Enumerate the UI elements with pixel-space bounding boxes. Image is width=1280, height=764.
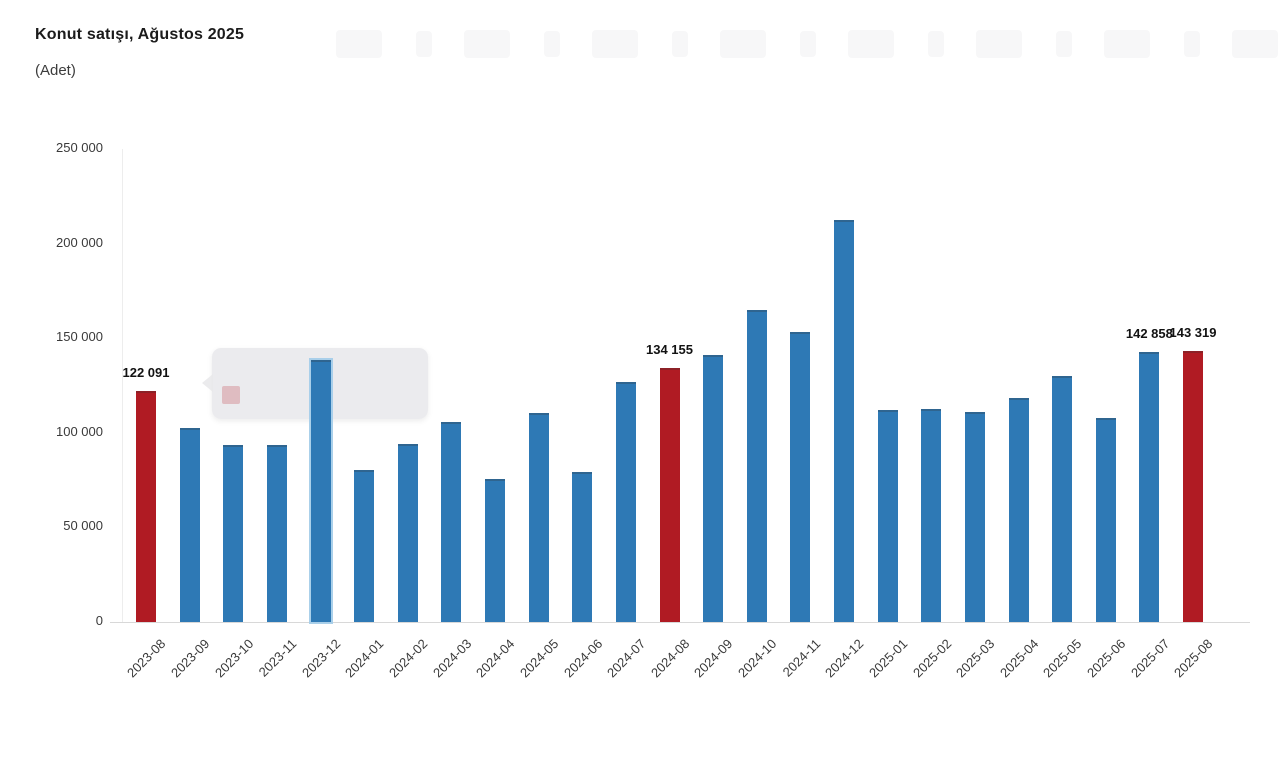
y-axis-tick-label: 150 000 [56, 329, 103, 345]
bar-2024-11[interactable] [790, 332, 811, 622]
bar-value-label: 143 319 [1169, 324, 1217, 340]
bar-2025-07[interactable] [1139, 351, 1160, 622]
x-axis-tick-label: 2024-10 [735, 636, 780, 681]
x-axis-tick-label: 2024-03 [429, 636, 474, 681]
x-axis-tick-label: 2024-12 [822, 636, 867, 681]
tooltip-pointer-icon [202, 374, 213, 392]
ghost-toolbar-block [1232, 30, 1278, 58]
x-axis-tick-label: 2023-09 [167, 636, 213, 681]
ghost-toolbar-block [848, 30, 894, 58]
bar-value-label: 122 091 [122, 365, 170, 380]
ghost-toolbar-block [800, 31, 816, 57]
bar-2025-04[interactable] [1008, 398, 1029, 622]
x-axis-tick-label: 2024-11 [779, 636, 823, 680]
bar-2024-10[interactable] [746, 309, 767, 622]
bar-2025-02[interactable] [921, 408, 942, 622]
bar-2024-01[interactable] [354, 470, 375, 622]
ghost-toolbar-block [1184, 31, 1200, 57]
bar-2025-08[interactable] [1183, 350, 1203, 622]
bar-2024-05[interactable] [528, 412, 549, 622]
x-axis-tick-label: 2025-08 [1171, 636, 1216, 681]
bar-2024-02[interactable] [397, 444, 418, 622]
ghost-toolbar-block [1056, 31, 1072, 57]
bar-2024-06[interactable] [572, 471, 593, 622]
x-axis-tick-label: 2025-02 [909, 636, 954, 681]
bar-2024-03[interactable] [441, 422, 462, 622]
ghost-toolbar-block [1104, 30, 1150, 58]
bar-2025-05[interactable] [1052, 375, 1073, 622]
x-axis-tick-label: 2024-09 [691, 636, 736, 681]
x-axis-tick-label: 2024-02 [386, 636, 431, 681]
ghost-toolbar-block [416, 31, 432, 57]
x-axis-tick-label: 2024-08 [647, 636, 693, 681]
ghost-toolbar-block [976, 30, 1022, 58]
bar-2024-08[interactable] [659, 368, 680, 622]
bar-2024-07[interactable] [615, 381, 636, 622]
bar-2024-04[interactable] [485, 479, 505, 622]
x-axis-tick-label: 2023-10 [211, 636, 256, 681]
y-axis-tick-label: 250 000 [56, 140, 103, 155]
x-axis-line [110, 622, 1250, 623]
x-axis-tick-label: 2023-12 [298, 636, 344, 681]
bar-2023-10[interactable] [223, 444, 244, 622]
chart-subtitle: (Adet) [35, 62, 76, 79]
x-axis-tick-label: 2025-07 [1127, 636, 1172, 681]
bar-2023-12[interactable] [310, 359, 331, 622]
y-axis-tick-label: 0 [95, 613, 103, 628]
bar-2025-06[interactable] [1095, 418, 1116, 622]
bar-2025-01[interactable] [877, 409, 898, 622]
bar-2023-09[interactable] [179, 427, 200, 622]
x-axis-tick-label: 2025-06 [1084, 636, 1129, 681]
x-axis-tick-label: 2024-06 [560, 636, 605, 681]
bar-value-label: 142 858 [1125, 325, 1173, 341]
bar-2025-03[interactable] [964, 412, 985, 622]
ghost-toolbar-block [672, 31, 688, 57]
bar-2024-09[interactable] [703, 355, 724, 622]
x-axis-tick-label: 2024-01 [342, 636, 387, 681]
y-axis-line [122, 149, 123, 622]
x-axis-tick-label: 2025-04 [996, 636, 1042, 681]
ghost-toolbar-block [464, 30, 510, 58]
bar-value-label: 134 155 [646, 342, 693, 358]
ghost-toolbar-block [720, 30, 766, 58]
x-axis-tick-label: 2024-07 [604, 636, 649, 681]
ghost-toolbar-block [544, 31, 560, 57]
ghost-toolbar-block [592, 30, 638, 58]
y-axis-tick-label: 50 000 [63, 518, 103, 534]
ghost-toolbar-block [928, 31, 944, 57]
x-axis-tick-label: 2025-05 [1040, 636, 1085, 681]
chart-title: Konut satışı, Ağustos 2025 [35, 26, 245, 43]
x-axis-tick-label: 2023-08 [124, 636, 169, 681]
x-axis-tick-label: 2025-01 [865, 636, 911, 681]
tooltip-color-swatch-icon [222, 386, 240, 404]
x-axis-tick-label: 2024-04 [473, 636, 518, 681]
bar-2023-08[interactable] [136, 391, 156, 622]
x-axis-tick-label: 2024-05 [516, 636, 562, 681]
x-axis-tick-label: 2025-03 [953, 636, 998, 681]
bar-2024-12[interactable] [834, 219, 854, 622]
ghost-toolbar-block [336, 30, 382, 58]
bar-2023-11[interactable] [266, 445, 287, 622]
y-axis-tick-label: 100 000 [56, 423, 103, 439]
y-axis-tick-label: 200 000 [56, 234, 103, 250]
x-axis-tick-label: 2023-11 [255, 636, 300, 680]
